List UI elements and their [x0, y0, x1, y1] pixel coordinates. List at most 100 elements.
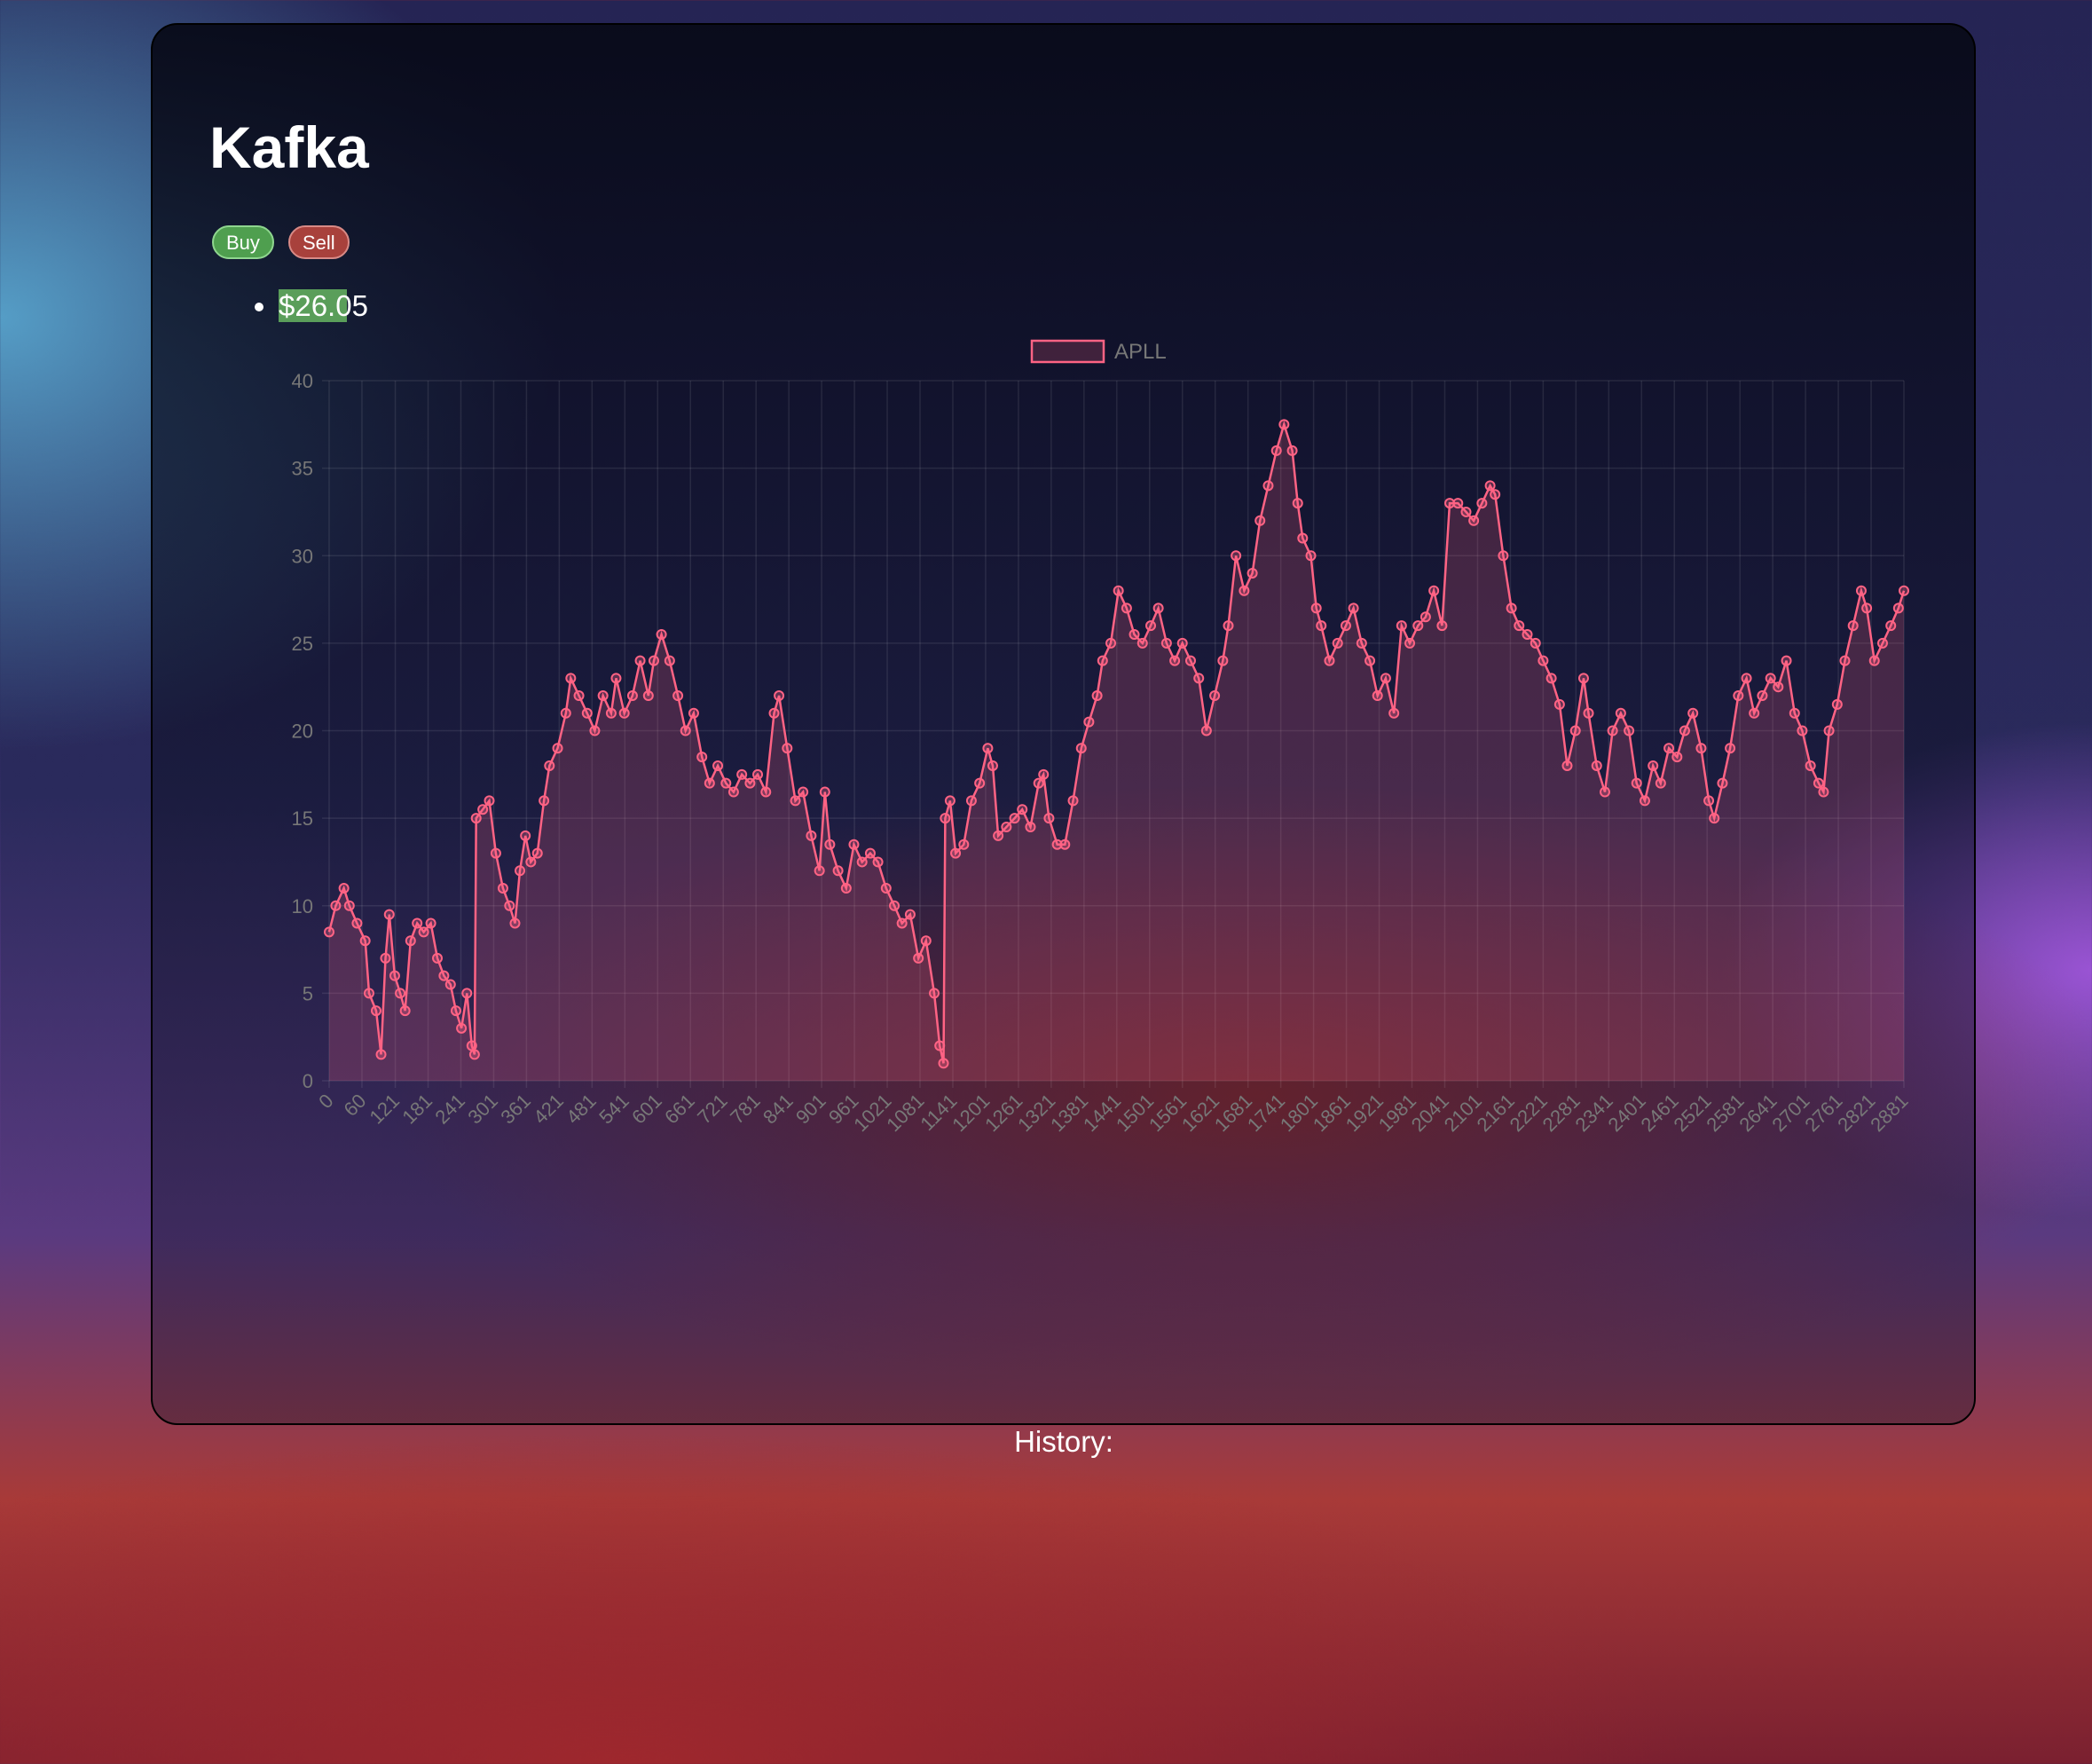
point	[1262, 480, 1274, 492]
point	[1490, 489, 1501, 500]
point	[824, 839, 836, 850]
point	[752, 768, 764, 780]
point	[618, 707, 630, 719]
x-tick-label: 60	[340, 1090, 371, 1121]
point	[768, 707, 780, 719]
point	[531, 847, 543, 859]
point	[370, 1005, 381, 1017]
point	[444, 979, 456, 990]
point	[1607, 725, 1618, 736]
point	[1583, 707, 1594, 719]
buy-button[interactable]: Buy	[212, 225, 274, 259]
point	[412, 917, 423, 929]
point	[1765, 673, 1776, 684]
sell-button[interactable]: Sell	[288, 225, 350, 259]
y-tick-label: 40	[292, 370, 313, 392]
point	[744, 777, 756, 789]
point	[1839, 655, 1851, 666]
point	[920, 935, 932, 947]
point	[359, 935, 371, 947]
point	[552, 743, 563, 754]
point	[688, 707, 699, 719]
point	[1200, 725, 1212, 736]
point	[468, 1049, 480, 1060]
point	[389, 970, 400, 981]
point	[1136, 637, 1148, 649]
point	[597, 690, 609, 702]
point	[1129, 629, 1140, 641]
point	[1484, 480, 1496, 492]
point	[1709, 813, 1720, 824]
x-tick-label: 0	[314, 1090, 337, 1113]
point	[1892, 602, 1904, 614]
y-tick-label: 35	[292, 458, 313, 480]
point	[1823, 725, 1835, 736]
point	[1741, 673, 1752, 684]
point	[324, 926, 334, 938]
point	[1332, 637, 1343, 649]
point	[1847, 620, 1859, 632]
point	[1305, 550, 1317, 562]
point	[1663, 743, 1675, 754]
point	[1615, 707, 1626, 719]
point	[1097, 655, 1108, 666]
x-tick-label: 721	[693, 1090, 732, 1129]
point	[515, 865, 526, 877]
point	[1412, 620, 1424, 632]
point	[1538, 655, 1549, 666]
point	[774, 690, 785, 702]
point	[1468, 515, 1480, 526]
point	[880, 883, 892, 894]
point	[1805, 760, 1816, 771]
point	[648, 655, 659, 666]
point	[484, 795, 495, 807]
point	[520, 830, 531, 841]
point	[504, 900, 515, 911]
point	[380, 952, 391, 964]
point	[565, 673, 577, 684]
point	[1648, 760, 1659, 771]
point	[1876, 637, 1888, 649]
point	[1009, 813, 1020, 824]
point	[1025, 821, 1036, 832]
point	[798, 786, 809, 798]
point	[1671, 752, 1683, 763]
legend-swatch	[1030, 339, 1105, 364]
point	[1687, 707, 1699, 719]
point	[929, 988, 940, 999]
line-area	[329, 424, 1904, 1081]
point	[1703, 795, 1715, 807]
point	[1270, 445, 1282, 456]
point	[1476, 498, 1488, 509]
point	[456, 1022, 468, 1034]
point	[1624, 725, 1635, 736]
point	[1831, 698, 1843, 710]
point	[889, 900, 901, 911]
point	[819, 786, 830, 798]
point	[1380, 673, 1391, 684]
point	[1184, 655, 1196, 666]
point	[560, 707, 571, 719]
point	[343, 900, 355, 911]
point	[383, 909, 395, 920]
point	[696, 752, 708, 763]
point	[704, 777, 715, 789]
point	[610, 673, 622, 684]
point	[399, 1005, 411, 1017]
point	[720, 777, 732, 789]
point	[1522, 629, 1533, 641]
point	[1861, 602, 1873, 614]
point	[1797, 725, 1808, 736]
point	[864, 847, 876, 859]
x-tick-label: 481	[562, 1090, 601, 1129]
point	[1388, 707, 1400, 719]
point	[982, 743, 994, 754]
point	[425, 917, 436, 929]
point	[438, 970, 450, 981]
y-tick-label: 20	[292, 721, 313, 743]
point	[1193, 673, 1205, 684]
y-tick-label: 0	[303, 1070, 313, 1092]
point	[1420, 611, 1431, 623]
point	[1396, 620, 1407, 632]
history-label: History:	[1014, 1425, 1113, 1458]
